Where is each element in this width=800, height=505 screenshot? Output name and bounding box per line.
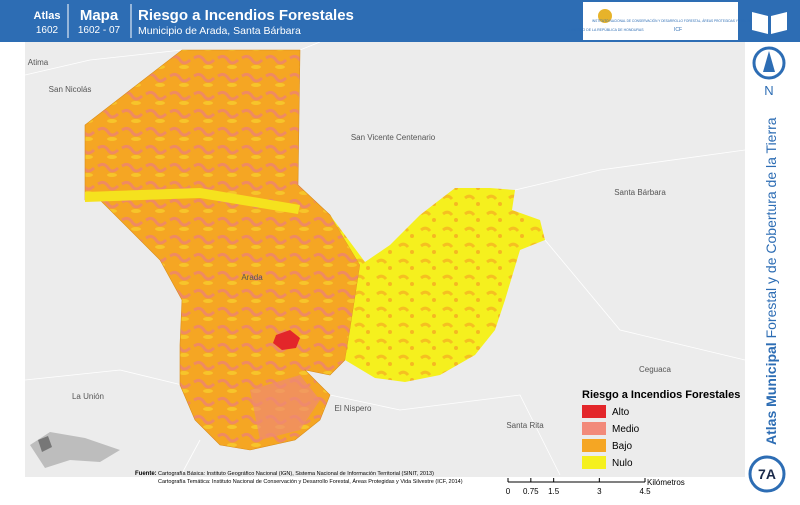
- scale-tick-label: 0: [506, 487, 511, 496]
- scale-unit: Kilómetros: [647, 478, 685, 487]
- side-title-bold: Atlas Municipal: [763, 342, 779, 445]
- place-label: El Nispero: [335, 404, 372, 413]
- inset-highlight: [38, 436, 52, 452]
- sheet-label: 7A: [758, 466, 776, 482]
- logo-emblem: [598, 9, 612, 23]
- logo-text: GOBIERNO DE LA REPÚBLICA DE HONDURAS: [566, 28, 644, 32]
- source-line: Cartografía Temática: Instituto Nacional…: [158, 478, 463, 485]
- zone-nulo: [330, 188, 545, 382]
- north-label: N: [764, 83, 773, 98]
- book-icon: [752, 12, 787, 34]
- scale-tick-label: 3: [597, 487, 602, 496]
- sheet-circle: [748, 455, 786, 493]
- place-label: Atima: [28, 58, 49, 67]
- place-label: San Vicente Centenario: [351, 133, 436, 142]
- legend-label: Bajo: [612, 441, 632, 452]
- source-line: Cartografía Básica: Instituto Geográfico…: [158, 471, 434, 477]
- legend-title: Riesgo a Incendios Forestales: [582, 389, 740, 401]
- legend-label: Nulo: [612, 458, 633, 469]
- scale-tick-label: 0.75: [523, 487, 539, 496]
- logo-text: ICF: [674, 27, 682, 33]
- subtitle: Municipio de Arada, Santa Bárbara: [138, 25, 301, 37]
- side-title: Atlas Municipal Forestal y de Cobertura …: [763, 117, 779, 445]
- inset-map: [30, 432, 120, 468]
- place-label: San Nicolás: [49, 85, 92, 94]
- boundaries: [24, 41, 746, 478]
- legend-label: Medio: [612, 424, 640, 435]
- zone-alto: [273, 330, 300, 350]
- side-title-rest: Forestal y de Cobertura de la Tierra: [763, 117, 779, 338]
- place-label: Santa Rita: [506, 421, 544, 430]
- place-label: Arada: [241, 273, 263, 282]
- atlas-label: Atlas: [34, 10, 61, 22]
- source-label: Fuente:: [135, 471, 157, 477]
- place-label: Santa Bárbara: [614, 188, 666, 197]
- place-label: Ceguaca: [639, 365, 672, 374]
- place-label: La Unión: [72, 392, 104, 401]
- legend-swatch: [582, 405, 606, 418]
- north-arrow: [763, 51, 775, 72]
- atlas-code: 1602: [36, 25, 59, 36]
- scale-tick-label: 1.5: [548, 487, 560, 496]
- title: Riesgo a Incendios Forestales: [138, 7, 354, 24]
- zone-medio: [250, 375, 320, 440]
- map-label: Mapa: [80, 7, 119, 24]
- map-code: 1602 - 07: [78, 25, 121, 36]
- legend-swatch: [582, 422, 606, 435]
- legend-label: Alto: [612, 407, 630, 418]
- zone-nulo-strip: [85, 188, 300, 214]
- legend: Alto Medio Bajo Nulo: [582, 405, 640, 469]
- legend-swatch: [582, 456, 606, 469]
- logo-text: INSTITUTO NACIONAL DE CONSERVACIÓN Y DES…: [592, 18, 764, 23]
- legend-swatch: [582, 439, 606, 452]
- scale-tick-label: 4.5: [639, 487, 651, 496]
